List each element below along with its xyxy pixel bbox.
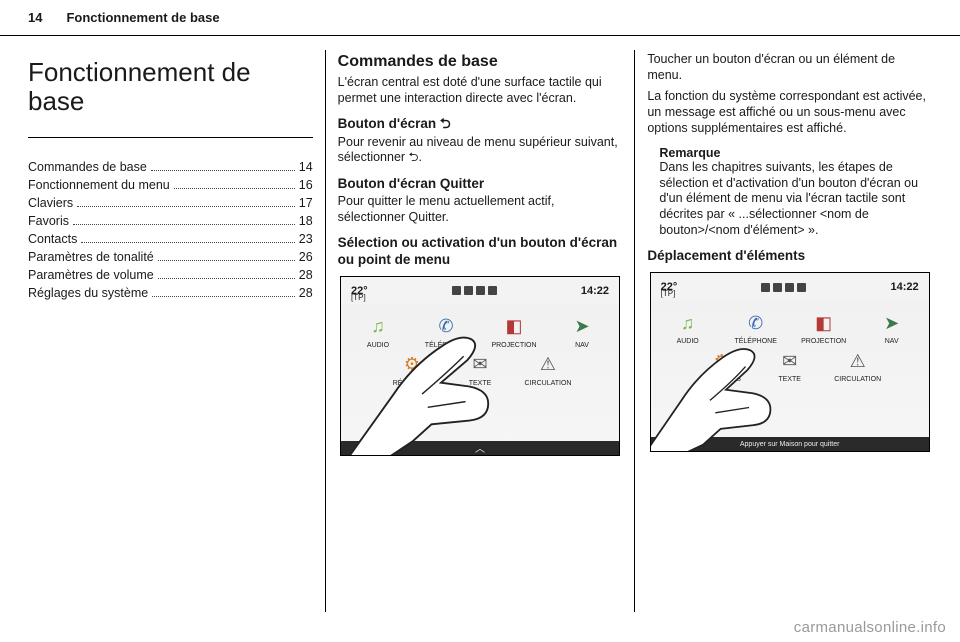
toc-leader [174,188,295,189]
status-icon [785,283,794,292]
column-3: Toucher un bouton d'écran ou un élément … [634,50,932,612]
toc-label: Réglages du système [28,286,148,300]
toc-page: 28 [299,286,313,300]
toc-leader [81,242,294,243]
toc-label: Paramètres de volume [28,268,154,282]
app-label: NAV [575,342,589,349]
app-item: ➤NAV [866,309,918,345]
clock: 14:22 [891,281,919,293]
page-header: 14 Fonctionnement de base [0,0,960,36]
back-button-heading: Bouton d'écran ⮌ [338,116,623,132]
toc-label: Paramètres de tonalité [28,250,154,264]
app-icon: ⚠ [842,347,874,375]
toc-row: Commandes de base 14 [28,160,313,174]
column-1: Fonctionnement de base Commandes de base… [28,50,325,612]
app-icon: ⚠ [532,351,564,379]
toc-row: Favoris 18 [28,214,313,228]
tp-indicator: [TP] [661,289,676,298]
status-icon [797,283,806,292]
app-label: CIRCULATION [834,376,881,383]
status-icon [773,283,782,292]
toc-label: Claviers [28,196,73,210]
toc-page: 16 [299,178,313,192]
app-item: ⚠CIRCULATION [522,351,574,387]
status-icon [452,286,461,295]
page-number: 14 [28,10,42,25]
clock: 14:22 [581,285,609,297]
app-item: ➤NAV [556,313,608,349]
toc-label: Contacts [28,232,77,246]
toc-page: 18 [299,214,313,228]
intro-text: L'écran central est doté d'une surface t… [338,75,623,106]
toc-row: Contacts 23 [28,232,313,246]
quit-button-heading: Bouton d'écran Quitter [338,176,623,192]
toc-row: Réglages du système 28 [28,286,313,300]
app-icon: ➤ [566,313,598,341]
app-icon: ➤ [876,309,908,337]
selection-heading: Sélection ou activation d'un bouton d'éc… [338,235,623,267]
page-columns: Fonctionnement de base Commandes de base… [0,36,960,612]
toc-leader [73,224,295,225]
toc-row: Claviers 17 [28,196,313,210]
tp-indicator: [TP] [351,293,366,302]
toc-page: 28 [299,268,313,282]
app-item: ⚠CIRCULATION [832,347,884,383]
activate-text: La fonction du système correspondant est… [647,89,932,136]
status-icon [464,286,473,295]
toc-leader [151,170,295,171]
toc-page: 26 [299,250,313,264]
section-title: Fonctionnement de base [28,50,313,138]
remark-body: Dans les chapitres suivants, les étapes … [659,160,932,238]
running-title: Fonctionnement de base [66,10,219,25]
status-icons [452,286,497,295]
column-2: Commandes de base L'écran central est do… [325,50,635,612]
back-button-text: Pour revenir au niveau de menu supérieur… [338,135,623,166]
info-status-bar: 22° [TP] 14:22 [341,277,619,305]
toc-label: Commandes de base [28,160,147,174]
infotainment-figure-move: 22° [TP] 14:22 ♫AUDIO✆TÉLÉPHONE◧PROJECTI… [650,272,930,452]
info-status-bar: 22° [TP] 14:22 [651,273,929,301]
move-heading: Déplacement d'éléments [647,248,932,264]
quit-button-text: Pour quitter le menu actuellement actif,… [338,194,623,225]
app-label: NAV [885,338,899,345]
toc-leader [77,206,295,207]
hand-illustration [650,315,815,452]
toc-leader [158,260,295,261]
app-label: CIRCULATION [525,380,572,387]
status-icons [761,283,806,292]
infotainment-figure-select: 22° [TP] 14:22 ♫AUDIO✆TÉLÉPHONE◧PROJECTI… [340,276,620,456]
watermark: carmanualsonline.info [794,619,946,636]
toc-page: 14 [299,160,313,174]
remark-title: Remarque [659,146,932,160]
touch-text: Toucher un bouton d'écran ou un élément … [647,52,932,83]
status-icon [476,286,485,295]
toc-row: Fonctionnement du menu 16 [28,178,313,192]
status-icon [488,286,497,295]
toc-leader [152,296,295,297]
toc-leader [158,278,295,279]
hand-illustration [340,309,526,455]
toc-page: 23 [299,232,313,246]
toc-page: 17 [299,196,313,210]
toc-label: Favoris [28,214,69,228]
toc-label: Fonctionnement du menu [28,178,170,192]
toc-row: Paramètres de tonalité 26 [28,250,313,264]
status-icon [761,283,770,292]
commands-heading: Commandes de base [338,52,623,71]
toc-row: Paramètres de volume 28 [28,268,313,282]
